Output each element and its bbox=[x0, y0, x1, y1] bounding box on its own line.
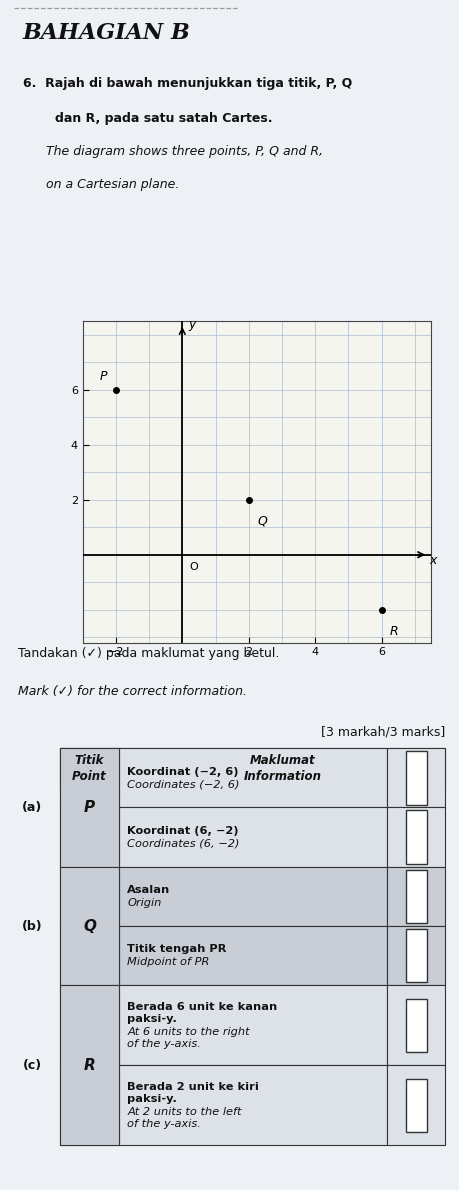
Text: P: P bbox=[100, 370, 107, 383]
Text: (c): (c) bbox=[22, 1059, 42, 1072]
FancyBboxPatch shape bbox=[60, 926, 119, 985]
Text: y: y bbox=[188, 318, 196, 331]
FancyBboxPatch shape bbox=[60, 985, 119, 1065]
FancyBboxPatch shape bbox=[406, 810, 427, 864]
FancyBboxPatch shape bbox=[60, 749, 119, 789]
FancyBboxPatch shape bbox=[60, 985, 119, 1145]
FancyBboxPatch shape bbox=[387, 749, 445, 808]
Text: O: O bbox=[189, 562, 198, 572]
FancyBboxPatch shape bbox=[406, 1078, 427, 1132]
FancyBboxPatch shape bbox=[119, 808, 387, 866]
Text: R: R bbox=[84, 1058, 95, 1073]
FancyBboxPatch shape bbox=[119, 749, 387, 808]
Text: Maklumat
Information: Maklumat Information bbox=[243, 753, 321, 783]
Text: Mark (✓) for the correct information.: Mark (✓) for the correct information. bbox=[18, 685, 247, 697]
Text: Coordinates (−2, 6): Coordinates (−2, 6) bbox=[127, 779, 240, 789]
FancyBboxPatch shape bbox=[119, 1065, 387, 1145]
Text: BAHAGIAN B: BAHAGIAN B bbox=[23, 21, 190, 44]
Text: Berada 2 unit ke kiri
paksi-y.: Berada 2 unit ke kiri paksi-y. bbox=[127, 1082, 259, 1104]
Text: Coordinates (6, −2): Coordinates (6, −2) bbox=[127, 839, 240, 848]
FancyBboxPatch shape bbox=[387, 985, 445, 1065]
FancyBboxPatch shape bbox=[387, 1065, 445, 1145]
FancyBboxPatch shape bbox=[406, 751, 427, 804]
Text: At 2 units to the left
of the y-axis.: At 2 units to the left of the y-axis. bbox=[127, 1107, 241, 1129]
Text: dan R, pada satu satah Cartes.: dan R, pada satu satah Cartes. bbox=[55, 112, 273, 125]
Text: Titik
Point: Titik Point bbox=[72, 753, 107, 783]
Text: Koordinat (−2, 6): Koordinat (−2, 6) bbox=[127, 766, 239, 777]
Text: Midpoint of PR: Midpoint of PR bbox=[127, 957, 209, 967]
Text: (b): (b) bbox=[22, 920, 42, 933]
Text: [3 markah/3 marks]: [3 markah/3 marks] bbox=[321, 726, 445, 738]
FancyBboxPatch shape bbox=[60, 866, 119, 926]
Text: on a Cartesian plane.: on a Cartesian plane. bbox=[46, 178, 179, 192]
FancyBboxPatch shape bbox=[119, 985, 387, 1065]
FancyBboxPatch shape bbox=[60, 749, 119, 866]
Text: (a): (a) bbox=[22, 801, 42, 814]
Text: At 6 units to the right
of the y-axis.: At 6 units to the right of the y-axis. bbox=[127, 1027, 250, 1048]
Text: Tandakan (✓) pada maklumat yang betul.: Tandakan (✓) pada maklumat yang betul. bbox=[18, 647, 280, 660]
Text: Asalan: Asalan bbox=[127, 885, 170, 895]
FancyBboxPatch shape bbox=[119, 866, 387, 926]
FancyBboxPatch shape bbox=[119, 749, 445, 789]
FancyBboxPatch shape bbox=[60, 749, 119, 808]
Text: R: R bbox=[390, 625, 398, 638]
FancyBboxPatch shape bbox=[387, 808, 445, 866]
Text: The diagram shows three points, P, Q and R,: The diagram shows three points, P, Q and… bbox=[46, 145, 323, 158]
FancyBboxPatch shape bbox=[406, 998, 427, 1052]
FancyBboxPatch shape bbox=[60, 808, 119, 866]
FancyBboxPatch shape bbox=[406, 929, 427, 983]
Text: Origin: Origin bbox=[127, 897, 162, 908]
FancyBboxPatch shape bbox=[60, 866, 119, 985]
Text: Koordinat (6, −2): Koordinat (6, −2) bbox=[127, 826, 239, 835]
Text: Titik tengah PR: Titik tengah PR bbox=[127, 945, 227, 954]
Text: x: x bbox=[430, 555, 437, 568]
FancyBboxPatch shape bbox=[119, 926, 387, 985]
FancyBboxPatch shape bbox=[406, 870, 427, 923]
Text: Berada 6 unit ke kanan
paksi-y.: Berada 6 unit ke kanan paksi-y. bbox=[127, 1002, 277, 1023]
Text: P: P bbox=[84, 800, 95, 815]
Text: 6.  Rajah di bawah menunjukkan tiga titik, P, Q: 6. Rajah di bawah menunjukkan tiga titik… bbox=[23, 76, 352, 89]
Text: Q: Q bbox=[257, 515, 267, 528]
FancyBboxPatch shape bbox=[387, 866, 445, 926]
Text: Q: Q bbox=[83, 919, 96, 933]
FancyBboxPatch shape bbox=[387, 926, 445, 985]
FancyBboxPatch shape bbox=[60, 1065, 119, 1145]
